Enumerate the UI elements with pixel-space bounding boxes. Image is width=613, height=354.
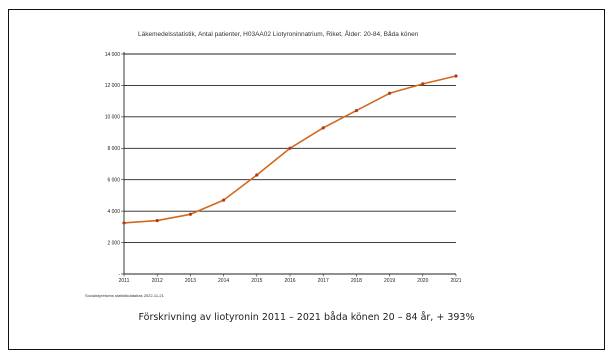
x-tick-label: 2013: [185, 278, 196, 284]
y-tick-label: 12 000: [105, 83, 121, 89]
data-point: [122, 221, 126, 225]
data-point: [388, 91, 392, 95]
series-layer: [122, 74, 458, 225]
x-tick-label: 2015: [251, 278, 262, 284]
y-tick-label: 14 000: [105, 52, 121, 58]
chart-title: Läkemedelsstatistik, Antal patienter, H0…: [138, 31, 419, 38]
x-tick-label: 2019: [384, 278, 395, 284]
data-point: [222, 198, 226, 202]
y-tick-label: 6 000: [107, 178, 120, 184]
x-tick-label: 2018: [351, 278, 362, 284]
figure-caption: Förskrivning av liotyronin 2011 – 2021 b…: [138, 312, 475, 323]
data-point: [454, 74, 458, 78]
grid-layer: [124, 53, 456, 244]
data-point: [321, 126, 325, 130]
x-tick-label: 2021: [450, 278, 461, 284]
data-point: [354, 108, 358, 113]
data-point: [155, 218, 159, 223]
data-point: [255, 173, 259, 177]
data-point: [188, 212, 192, 216]
label-layer: - 2 000 4 000 6 000 8 000 10 000 12 000 14 000 2…: [105, 52, 462, 284]
x-tick-label: 2016: [284, 278, 295, 284]
axis-layer: [121, 52, 457, 277]
source-note: Socialstyrelsens statistikdatabas 2022-1…: [85, 293, 164, 298]
y-tick-label: 8 000: [107, 146, 120, 152]
y-tick-label: -: [118, 272, 120, 278]
data-point: [421, 82, 425, 86]
x-tick-label: 2014: [218, 278, 229, 284]
x-tick-label: 2011: [119, 278, 130, 284]
x-tick-label: 2017: [318, 278, 329, 284]
y-tick-label: 2 000: [107, 240, 120, 246]
x-tick-label: 2012: [152, 278, 163, 284]
y-tick-label: 4 000: [107, 209, 120, 215]
y-tick-label: 10 000: [105, 115, 121, 121]
data-point: [288, 146, 292, 150]
x-tick-label: 2020: [417, 278, 428, 284]
